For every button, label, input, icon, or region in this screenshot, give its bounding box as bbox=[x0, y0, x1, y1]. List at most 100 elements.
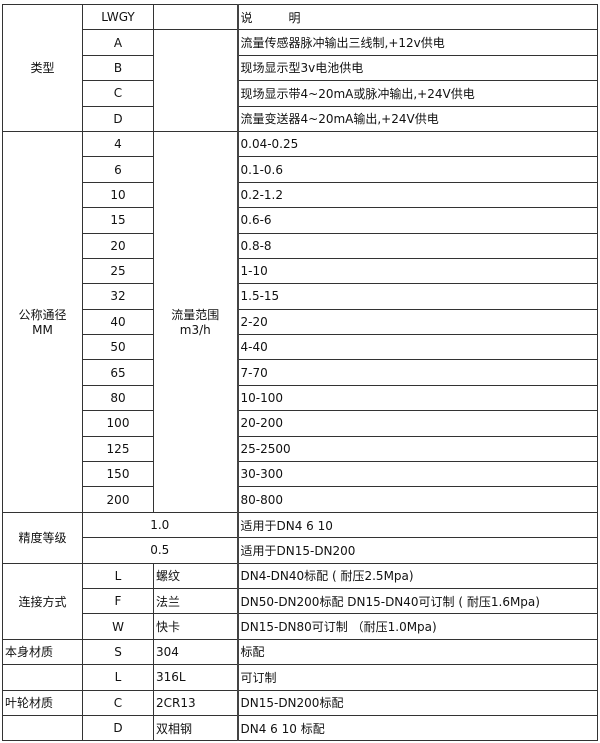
connection-label: 连接方式 bbox=[2, 562, 83, 640]
table-row: D 双相钢 DN4 6 10 标配 bbox=[2, 714, 598, 742]
table-row: 叶轮材质 C 2CR13 DN15-DN200标配 bbox=[2, 689, 598, 716]
table-row: 类型 LWGY 说 明 bbox=[2, 3, 598, 132]
body-material-label: 本身材质 bbox=[2, 638, 83, 666]
diameter-value: 15 bbox=[82, 207, 154, 234]
type-label: 类型 bbox=[2, 4, 83, 132]
table-row: 15 0.6-6 bbox=[3, 207, 598, 234]
table-row: 公称通径 MM 4 流量范围 m3/h 0.04-0.25 bbox=[2, 130, 598, 513]
material-desc: DN4 6 10 标配 bbox=[236, 714, 598, 742]
material-code: C bbox=[82, 689, 154, 716]
table-row: 100 20-200 bbox=[3, 410, 598, 437]
diameter-value: 100 bbox=[82, 410, 154, 437]
connection-name: 法兰 bbox=[153, 587, 238, 615]
flow-range: 0.04-0.25 bbox=[236, 130, 598, 158]
table-row: 10 0.2-1.2 bbox=[3, 181, 598, 209]
flow-range: 0.2-1.2 bbox=[236, 181, 598, 209]
diameter-value: 65 bbox=[82, 359, 154, 386]
flow-range: 0.1-0.6 bbox=[236, 156, 598, 183]
flow-range: 20-200 bbox=[236, 410, 598, 437]
diameter-value: 4 bbox=[82, 130, 154, 158]
flow-unit: m3/h bbox=[179, 323, 211, 338]
table-row: C 现场显示带4~20mA或脉冲输出,+24V供电 bbox=[3, 80, 598, 107]
accuracy-desc: 适用于DN4 6 10 bbox=[236, 511, 598, 539]
empty-cell bbox=[2, 714, 83, 742]
connection-name: 快卡 bbox=[153, 613, 238, 640]
diameter-value: 6 bbox=[82, 156, 154, 183]
flow-range: 30-300 bbox=[236, 461, 598, 488]
flow-range: 0.6-6 bbox=[236, 207, 598, 234]
table-row: 200 80-800 bbox=[3, 486, 598, 513]
table-row: 32 1.5-15 bbox=[3, 283, 598, 310]
material-name: 304 bbox=[153, 638, 238, 666]
material-desc: 标配 bbox=[236, 638, 598, 666]
flow-range: 0.8-8 bbox=[236, 232, 598, 259]
table-row: 125 25-2500 bbox=[3, 435, 598, 463]
connection-code: W bbox=[82, 613, 154, 640]
flow-range: 10-100 bbox=[236, 384, 598, 412]
connection-desc: DN15-DN80可订制 （耐压1.0Mpa) bbox=[236, 613, 598, 640]
diameter-value: 25 bbox=[82, 257, 154, 285]
diameter-value: 200 bbox=[82, 486, 154, 513]
diameter-value: 32 bbox=[82, 283, 154, 310]
flow-range: 7-70 bbox=[236, 359, 598, 386]
table-row: 6 0.1-0.6 bbox=[3, 156, 598, 183]
table-row: 0.5 适用于DN15-DN200 bbox=[3, 537, 598, 564]
diameter-value: 20 bbox=[82, 232, 154, 259]
connection-code: L bbox=[82, 562, 154, 589]
type-desc: 现场显示型3v电池供电 bbox=[236, 54, 598, 82]
accuracy-grade: 1.0 bbox=[82, 511, 238, 539]
type-code: A bbox=[82, 29, 154, 56]
accuracy-label: 精度等级 bbox=[2, 511, 83, 564]
table-row: F 法兰 DN50-DN200标配 DN15-DN40可订制 ( 耐压1.6Mpa) bbox=[3, 587, 598, 615]
table-row: 50 4-40 bbox=[3, 334, 598, 361]
diameter-value: 50 bbox=[82, 334, 154, 361]
diameter-value: 40 bbox=[82, 308, 154, 336]
table-row: B 现场显示型3v电池供电 bbox=[3, 54, 598, 82]
model-header: LWGY bbox=[82, 3, 154, 31]
type-code: B bbox=[82, 54, 154, 82]
material-name: 316L bbox=[153, 664, 238, 691]
accuracy-grade: 0.5 bbox=[82, 537, 238, 564]
diameter-label: 公称通径 MM bbox=[2, 130, 83, 513]
flow-range: 80-800 bbox=[236, 486, 598, 513]
material-desc: 可订制 bbox=[236, 664, 598, 691]
type-desc: 流量变送器4~20mA输出,+24V供电 bbox=[236, 105, 598, 132]
description-header: 说 明 bbox=[236, 3, 598, 31]
table-row: A 流量传感器脉冲输出三线制,+12v供电 bbox=[3, 29, 598, 132]
material-code: L bbox=[82, 664, 154, 691]
flow-label: 流量范围 m3/h bbox=[153, 130, 238, 513]
material-desc: DN15-DN200标配 bbox=[236, 689, 598, 716]
flow-label-text: 流量范围 bbox=[171, 308, 220, 323]
table-row: D 流量变送器4~20mA输出,+24V供电 bbox=[3, 105, 598, 132]
table-row: 精度等级 1.0 适用于DN4 6 10 bbox=[2, 511, 598, 564]
diameter-value: 150 bbox=[82, 461, 154, 488]
connection-desc: DN4-DN40标配 ( 耐压2.5Mpa) bbox=[236, 562, 598, 589]
flow-range: 4-40 bbox=[236, 334, 598, 361]
table-row: 150 30-300 bbox=[3, 461, 598, 488]
type-code: C bbox=[82, 80, 154, 107]
table-row: W 快卡 DN15-DN80可订制 （耐压1.0Mpa) bbox=[3, 613, 598, 640]
table-row: 20 0.8-8 bbox=[3, 232, 598, 259]
flow-range: 1.5-15 bbox=[236, 283, 598, 310]
material-name: 2CR13 bbox=[153, 689, 238, 716]
table-row: 65 7-70 bbox=[3, 359, 598, 386]
connection-name: 螺纹 bbox=[153, 562, 238, 589]
diameter-value: 10 bbox=[82, 181, 154, 209]
connection-desc: DN50-DN200标配 DN15-DN40可订制 ( 耐压1.6Mpa) bbox=[236, 587, 598, 615]
table-row: 80 10-100 bbox=[3, 384, 598, 412]
type-desc: 现场显示带4~20mA或脉冲输出,+24V供电 bbox=[236, 80, 598, 107]
spec-table: 类型 LWGY 说 明 A 流量传感器脉冲输出三线制,+12v供电 B 现场显示型3v电池供… bbox=[2, 3, 598, 742]
material-code: D bbox=[82, 714, 154, 742]
impeller-material-label: 叶轮材质 bbox=[2, 689, 83, 716]
diameter-value: 80 bbox=[82, 384, 154, 412]
diameter-value: 125 bbox=[82, 435, 154, 463]
type-desc: 流量传感器脉冲输出三线制,+12v供电 bbox=[236, 29, 598, 56]
type-code: D bbox=[82, 105, 154, 132]
table-row: L 316L 可订制 bbox=[2, 664, 598, 691]
table-row: 25 1-10 bbox=[3, 257, 598, 285]
empty-cell bbox=[2, 664, 83, 691]
empty-cell bbox=[153, 29, 238, 132]
diameter-label-text: 公称通径 bbox=[18, 308, 67, 323]
empty-cell bbox=[153, 3, 238, 31]
flow-range: 25-2500 bbox=[236, 435, 598, 463]
